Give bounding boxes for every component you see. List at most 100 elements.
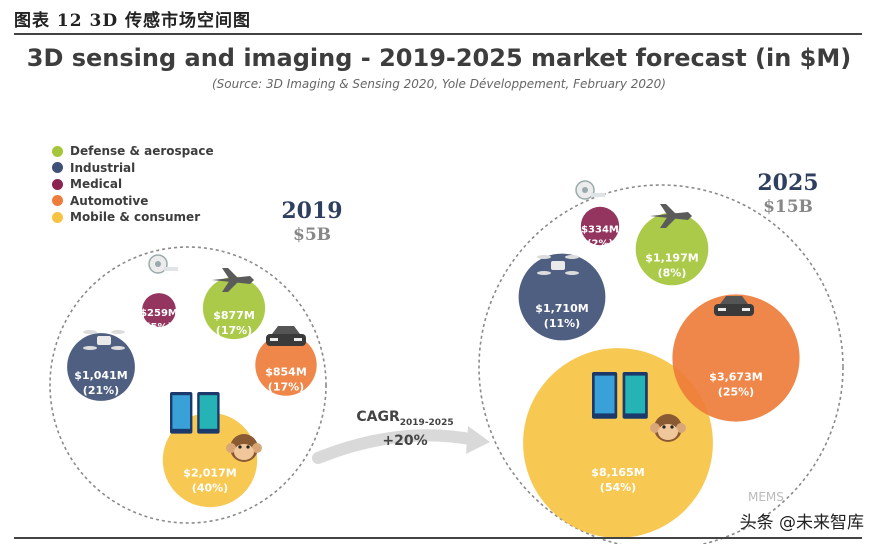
bubble-share-label: (40%)	[192, 482, 228, 495]
legend-item-automotive: Automotive	[52, 193, 214, 210]
cagr-label: CAGR2019-2025 +20%	[345, 408, 465, 450]
bubble-value-label: $334M	[581, 225, 619, 236]
monkey-ear-icon	[676, 423, 686, 433]
bubble-defense-2025	[635, 212, 709, 286]
year-2019-header: 2019 $5B	[272, 198, 352, 246]
bubble-value-label: $877M	[213, 309, 255, 322]
jet-wing-icon	[660, 204, 678, 216]
phone-screen-icon	[625, 375, 646, 414]
container-circle-2019	[49, 246, 327, 524]
car-light-icon	[718, 308, 726, 311]
legend: Defense & aerospace Industrial Medical A…	[52, 143, 214, 226]
bubble-share-label: (8%)	[658, 267, 687, 280]
bubble-share-label: (25%)	[718, 385, 754, 398]
drone-rotor-icon	[565, 271, 579, 275]
monkey-eye-icon	[246, 445, 250, 449]
monkey-ear-icon	[226, 443, 236, 453]
drone-rotor-icon	[537, 271, 551, 275]
bubble-value-label: $259M	[140, 308, 178, 319]
bubble-defense-2019	[202, 276, 266, 340]
year-total: $5B	[292, 225, 332, 245]
legend-dot	[52, 195, 63, 207]
bubble-value-label: $1,197M	[645, 252, 698, 265]
legend-dot	[52, 162, 63, 174]
bubble-medical-2025	[580, 206, 620, 246]
bubble-automotive-2025	[672, 294, 800, 422]
phone-screen-icon	[199, 395, 218, 429]
container-circle-2025	[478, 184, 844, 544]
bubble-value-label: $1,041M	[74, 369, 127, 382]
bubble-medical-2019	[142, 293, 176, 327]
scanner-bore-icon	[582, 187, 588, 193]
legend-label: Medical	[70, 177, 123, 192]
watermark: 头条 @未来智库	[739, 513, 864, 533]
monkey-eye-icon	[238, 445, 242, 449]
bubble-value-label: $8,165M	[591, 466, 644, 479]
drone-rotor-icon	[83, 330, 97, 334]
drone-icon	[97, 336, 111, 345]
bubble-share-label: (17%)	[216, 324, 252, 337]
bubble-share-label: (11%)	[544, 317, 580, 330]
cagr-value: +20%	[382, 432, 428, 449]
cagr-period: 2019-2025	[399, 417, 454, 428]
bubble-share-label: (21%)	[83, 384, 119, 397]
bubble-value-label: $3,673M	[709, 370, 762, 383]
legend-label: Mobile & consumer	[70, 210, 201, 225]
figure-caption: 图表 12 3D 传感市场空间图	[14, 11, 251, 31]
jet-wing-icon	[222, 268, 240, 280]
legend-item-defense: Defense & aerospace	[52, 143, 214, 160]
scanner-bore-icon	[155, 261, 161, 267]
monkey-ear-icon	[650, 423, 660, 433]
cagr-arrow-head	[466, 426, 490, 454]
legend-item-industrial: Industrial	[52, 160, 214, 177]
legend-dot	[52, 211, 63, 223]
bubble-mobile-2019	[162, 412, 258, 508]
car-light-icon	[270, 338, 278, 341]
legend-dot	[52, 178, 63, 190]
bubble-automotive-2019	[255, 334, 317, 396]
bubble-industrial-2019	[67, 333, 135, 401]
bubble-industrial-2025	[518, 253, 606, 341]
legend-dot	[52, 145, 63, 157]
bubble-mobile-2025	[523, 348, 713, 538]
year-label: 2019	[281, 198, 343, 224]
monkey-face-icon	[658, 424, 678, 440]
monkey-eye-icon	[670, 425, 674, 429]
chart-title: 3D sensing and imaging - 2019-2025 marke…	[26, 44, 852, 72]
mems-faint-logo: MEMS	[748, 490, 784, 504]
cagr-text: CAGR	[356, 409, 400, 425]
bubble-share-label: (2%)	[587, 239, 613, 250]
car-icon	[266, 334, 306, 346]
drone-rotor-icon	[83, 346, 97, 350]
year-2025-header: 2025 $15B	[748, 170, 828, 218]
legend-label: Industrial	[70, 160, 136, 175]
car-roof-icon	[272, 326, 300, 334]
year-total: $15B	[763, 197, 813, 217]
bottom-rule	[14, 537, 862, 539]
car-icon	[714, 304, 754, 316]
drone-rotor-icon	[537, 255, 551, 259]
scanner-bed-icon	[164, 267, 178, 271]
bubble-share-label: (5%)	[146, 322, 172, 333]
bubble-share-label: (17%)	[268, 381, 304, 394]
car-light-icon	[742, 308, 750, 311]
jet-wing-icon	[660, 216, 678, 228]
bubble-value-label: $1,710M	[535, 302, 588, 315]
drone-rotor-icon	[565, 255, 579, 259]
legend-item-medical: Medical	[52, 176, 214, 193]
bubble-value-label: $2,017M	[183, 467, 236, 480]
monkey-eye-icon	[662, 425, 666, 429]
year-label: 2025	[757, 170, 819, 196]
bubble-share-label: (54%)	[600, 481, 636, 494]
drone-rotor-icon	[111, 346, 125, 350]
legend-label: Defense & aerospace	[70, 144, 214, 159]
drone-icon	[551, 261, 565, 270]
cagr-arrow	[312, 429, 481, 464]
bubble-value-label: $854M	[265, 366, 307, 379]
chart-source: (Source: 3D Imaging & Sensing 2020, Yole…	[211, 77, 666, 91]
car-light-icon	[294, 338, 302, 341]
legend-item-mobile: Mobile & consumer	[52, 209, 214, 226]
phone-screen-icon	[594, 375, 615, 414]
drone-rotor-icon	[111, 330, 125, 334]
